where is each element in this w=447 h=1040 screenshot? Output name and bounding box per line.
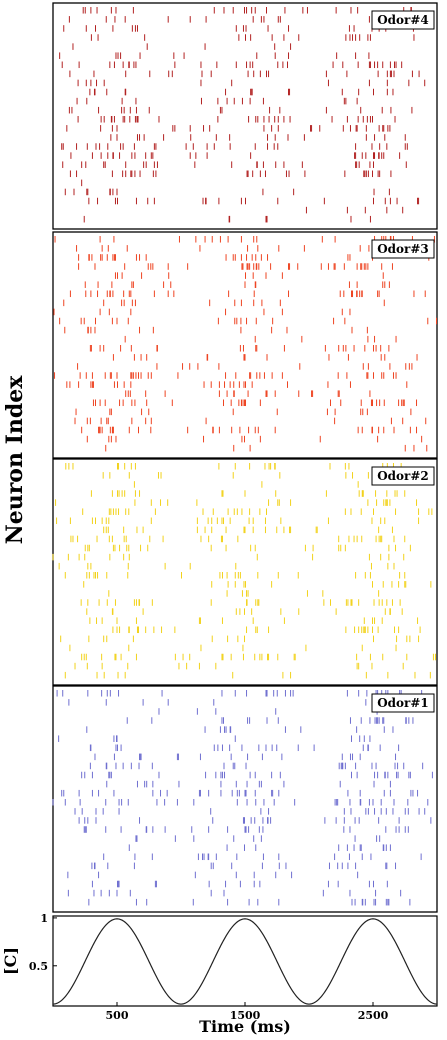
odor-label-box [371, 466, 435, 486]
spike-ticks [53, 236, 437, 452]
raster-panel: Odor#1 [52, 685, 438, 913]
raster-panel: Odor#2 [52, 458, 438, 686]
x-tick-label: 2500 [358, 1009, 389, 1022]
odor-label: Odor#3 [377, 242, 429, 256]
raster-panel: Odor#3 [52, 231, 438, 459]
y-ticks: 0.51 [29, 912, 57, 973]
odor-label: Odor#2 [377, 469, 429, 483]
spike-ticks [59, 7, 433, 223]
concentration-line [52, 918, 438, 1005]
odor-label-box [371, 10, 435, 30]
spike-ticks [52, 690, 433, 906]
y-tick-label: 0.5 [29, 960, 48, 973]
odor-label: Odor#4 [377, 13, 429, 27]
concentration-axis-label: [C] [1, 947, 20, 975]
x-ticks: 500 1500 2500 [106, 1002, 389, 1022]
odor-label: Odor#1 [377, 696, 429, 710]
x-tick-label: 1500 [230, 1009, 261, 1022]
x-tick-label: 500 [106, 1009, 129, 1022]
raster-panel: Odor#4 [52, 2, 438, 230]
raster-panels: Odor#4 Odor#3 Odor#2 Odor#1 [52, 2, 438, 913]
odor-label-box [371, 693, 435, 713]
panel-frame [52, 231, 438, 459]
y-tick-label: 1 [40, 912, 48, 925]
concentration-frame [52, 915, 438, 1007]
y-axis-label: Neuron Index [2, 375, 28, 545]
spike-ticks [52, 463, 436, 679]
concentration-plot: [C] Time (ms) 500 1500 2500 0.51 [1, 912, 438, 1036]
odor-label-box [371, 239, 435, 259]
x-axis-label: Time (ms) [199, 1017, 291, 1036]
